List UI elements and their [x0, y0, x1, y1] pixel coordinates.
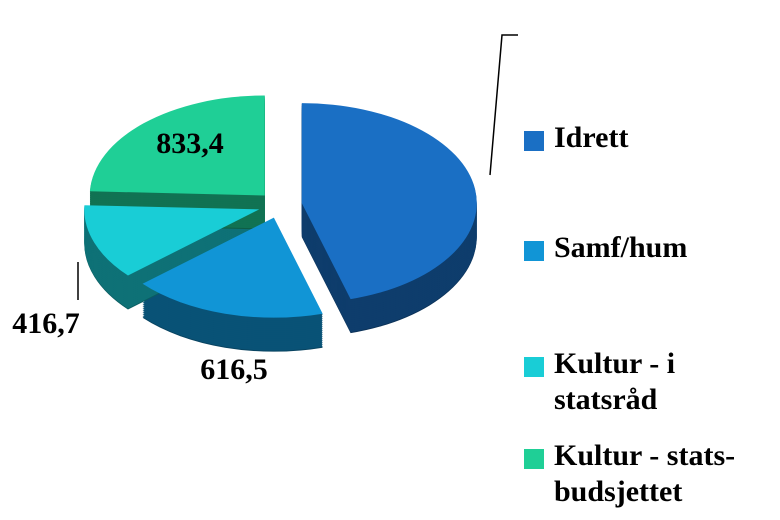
- slice: [301, 103, 477, 300]
- data-label: 416,7: [12, 307, 80, 340]
- legend-label: Kultur - stats-budsjettet: [554, 439, 736, 508]
- legend-item: Idrett: [524, 120, 774, 156]
- legend-swatch: [524, 357, 544, 377]
- data-label: 833,4: [156, 127, 224, 160]
- slices: [84, 95, 477, 352]
- legend-item: Kultur - i statsråd: [524, 346, 774, 418]
- legend-item: Samf/hum: [524, 230, 774, 266]
- legend-swatch: [524, 131, 544, 151]
- legend-swatch: [524, 241, 544, 261]
- legend-label: Kultur - i statsråd: [554, 347, 676, 416]
- legend-item: Kultur - stats-budsjettet: [524, 438, 774, 510]
- leader-line: [489, 34, 518, 176]
- slice: [84, 205, 260, 276]
- slice: [89, 95, 265, 196]
- slice: [142, 217, 323, 318]
- data-label: 616,5: [200, 353, 268, 386]
- legend-label: Idrett: [554, 121, 629, 154]
- legend-label: Samf/hum: [554, 231, 688, 264]
- legend-swatch: [524, 449, 544, 469]
